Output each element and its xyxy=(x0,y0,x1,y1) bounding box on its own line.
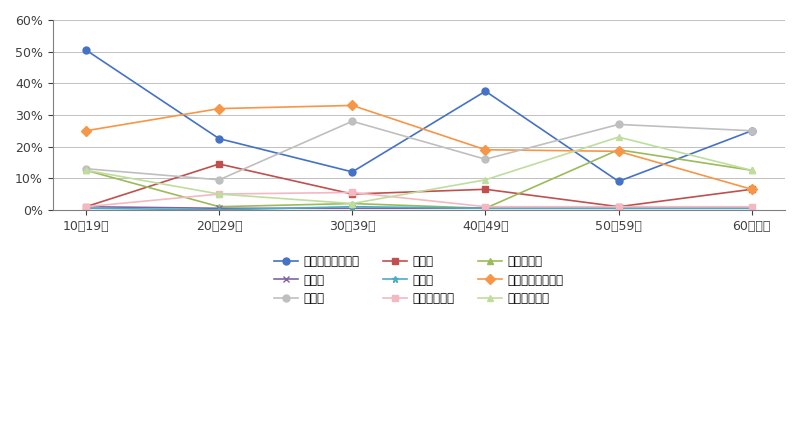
Line: 住　宅: 住 宅 xyxy=(82,118,755,183)
卒　業 xyxy=(481,205,490,211)
交通の利便性 xyxy=(82,204,91,209)
結婚・離婚・縁組 xyxy=(82,128,91,133)
住　宅 xyxy=(614,122,623,127)
Line: 生活の利便性: 生活の利便性 xyxy=(82,134,755,207)
転　動 xyxy=(481,187,490,192)
交通の利便性 xyxy=(214,191,224,197)
卒　業 xyxy=(747,205,757,211)
Line: 転　動: 転 動 xyxy=(82,161,755,210)
卒　業 xyxy=(347,204,357,209)
結婚・離婚・縁組 xyxy=(614,149,623,154)
結婚・離婚・縁組 xyxy=(481,147,490,152)
就　学 xyxy=(214,205,224,211)
退職・廃業 xyxy=(614,147,623,152)
交通の利便性 xyxy=(481,204,490,209)
生活の利便性 xyxy=(481,177,490,183)
転　動 xyxy=(214,161,224,167)
就職・転職・転業 xyxy=(481,88,490,94)
卒　業 xyxy=(614,205,623,211)
Line: 卒　業: 卒 業 xyxy=(82,203,755,213)
Line: 就　学: 就 学 xyxy=(82,203,755,212)
結婚・離婚・縁組 xyxy=(747,187,757,192)
退職・廃業 xyxy=(481,205,490,211)
転　動 xyxy=(747,187,757,192)
住　宅 xyxy=(82,166,91,171)
生活の利便性 xyxy=(214,191,224,197)
転　動 xyxy=(347,191,357,197)
卒　業 xyxy=(82,205,91,211)
卒　業 xyxy=(214,207,224,213)
生活の利便性 xyxy=(347,201,357,206)
Line: 結婚・離婚・縁組: 結婚・離婚・縁組 xyxy=(82,102,755,193)
退職・廃業 xyxy=(214,204,224,209)
就　学 xyxy=(82,204,91,209)
退職・廃業 xyxy=(747,168,757,173)
交通の利便性 xyxy=(614,204,623,209)
就職・転職・転業 xyxy=(747,128,757,133)
交通の利便性 xyxy=(347,190,357,195)
Line: 交通の利便性: 交通の利便性 xyxy=(82,189,755,210)
就職・転職・転業 xyxy=(214,136,224,141)
Legend: 就職・転職・転業, 就　学, 住　宅, 転　動, 卒　業, 交通の利便性, 退職・廃業, 結婚・離婚・縁組, 生活の利便性: 就職・転職・転業, 就 学, 住 宅, 転 動, 卒 業, 交通の利便性, 退職… xyxy=(270,250,569,310)
就　学 xyxy=(747,205,757,211)
住　宅 xyxy=(747,128,757,133)
就　学 xyxy=(347,205,357,211)
転　動 xyxy=(614,204,623,209)
生活の利便性 xyxy=(747,168,757,173)
Line: 退職・廃業: 退職・廃業 xyxy=(82,146,755,212)
Line: 就職・転職・転業: 就職・転職・転業 xyxy=(82,47,755,185)
就職・転職・転業 xyxy=(347,169,357,175)
結婚・離婚・縁組 xyxy=(347,103,357,108)
住　宅 xyxy=(214,177,224,183)
住　宅 xyxy=(347,119,357,124)
就　学 xyxy=(481,205,490,211)
交通の利便性 xyxy=(747,204,757,209)
退職・廃業 xyxy=(82,168,91,173)
転　動 xyxy=(82,204,91,209)
結婚・離婚・縁組 xyxy=(214,106,224,111)
退職・廃業 xyxy=(347,201,357,206)
就職・転職・転業 xyxy=(614,179,623,184)
生活の利便性 xyxy=(614,135,623,140)
生活の利便性 xyxy=(82,168,91,173)
住　宅 xyxy=(481,157,490,162)
就職・転職・転業 xyxy=(82,48,91,53)
就　学 xyxy=(614,205,623,211)
